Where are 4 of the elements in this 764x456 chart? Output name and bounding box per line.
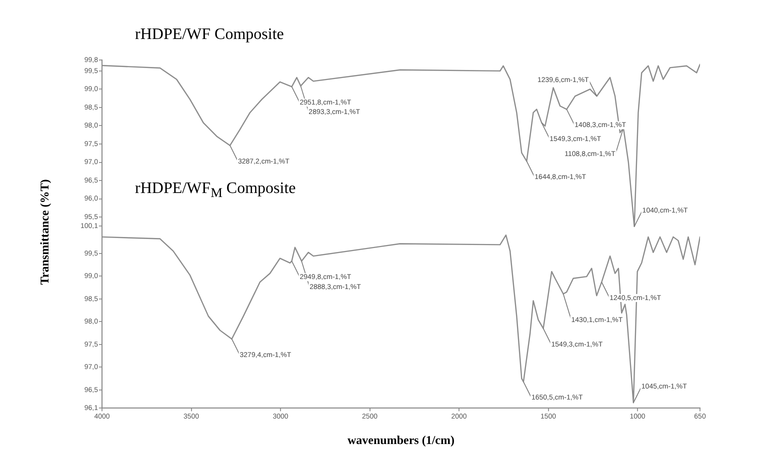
y-axis-title: Transmittance (%T): [38, 179, 52, 285]
chart-title: rHDPE/WF Composite: [135, 26, 284, 44]
x-axis-title: wavenumbers (1/cm): [348, 432, 454, 447]
chart-title: rHDPE/WF$_{M}$ Composite: [135, 180, 296, 202]
